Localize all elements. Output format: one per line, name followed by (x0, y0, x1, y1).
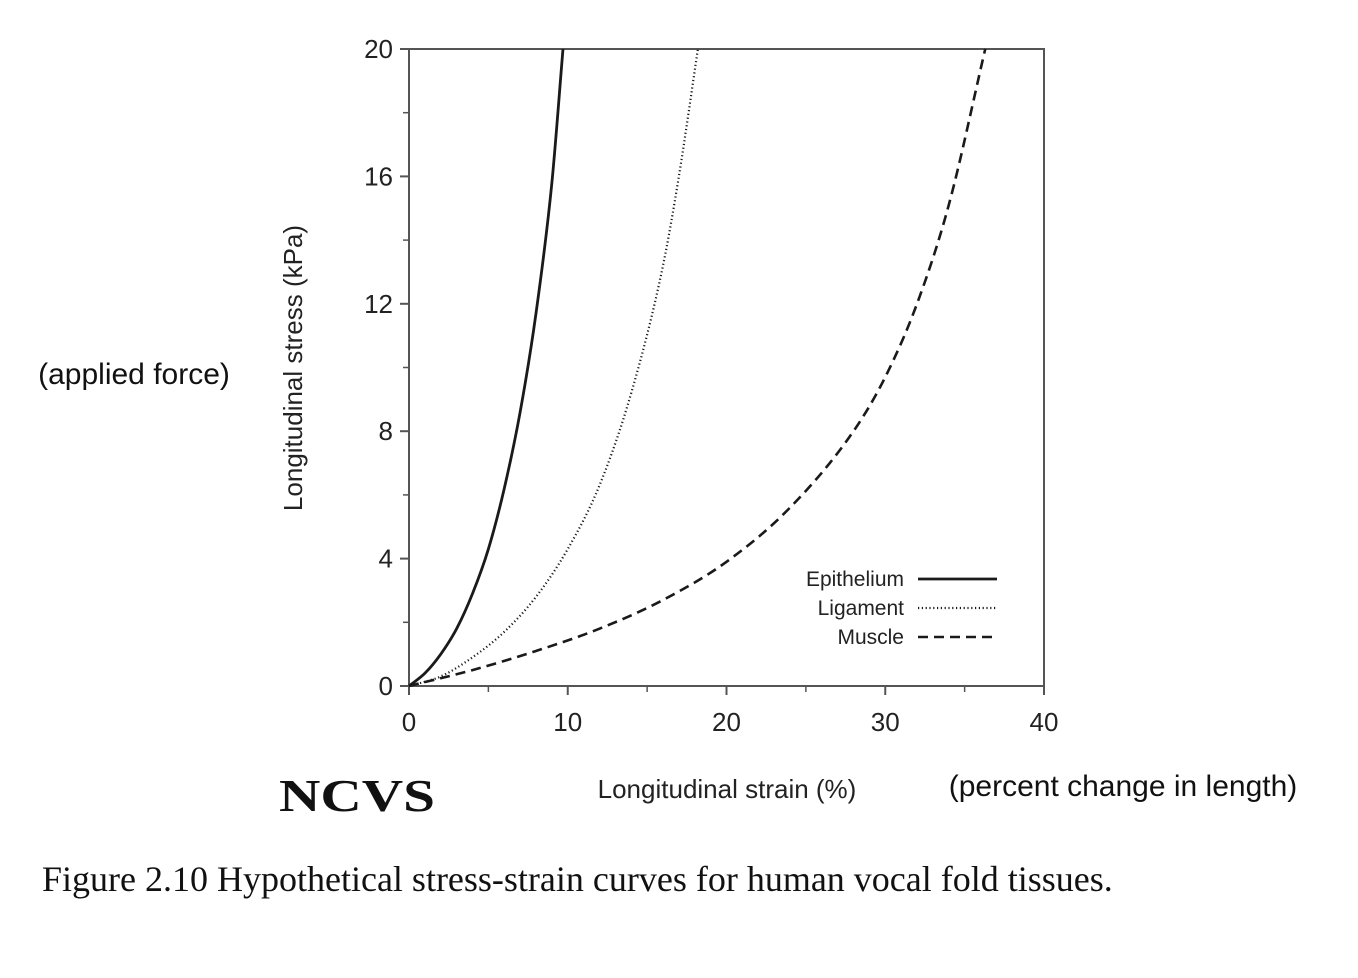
figure-caption: Figure 2.10 Hypothetical stress-strain c… (42, 859, 1113, 899)
y-axis-label: Longitudinal stress (kPa) (278, 225, 308, 511)
y-tick-label: 12 (364, 289, 393, 319)
x-tick-label: 30 (871, 707, 900, 737)
y-tick-label: 20 (364, 34, 393, 64)
x-tick-label: 0 (402, 707, 416, 737)
y-tick-label: 16 (364, 161, 393, 191)
plot-frame (408, 48, 1045, 687)
y-tick-label: 0 (379, 671, 393, 701)
series-line-muscle (408, 48, 987, 688)
y-tick-label: 8 (379, 416, 393, 446)
legend: Epithelium Ligament Muscle (806, 568, 997, 649)
axis-ticks: 0 10 20 30 40 0 4 8 12 16 20 (364, 34, 1058, 737)
x-tick-label: 20 (712, 707, 741, 737)
legend-label-muscle: Muscle (837, 626, 904, 649)
x-tick-label: 10 (553, 707, 582, 737)
x-axis-label: Longitudinal strain (%) (598, 774, 857, 804)
x-axis-note: (percent change in length) (949, 770, 1298, 803)
x-tick-label: 40 (1030, 707, 1059, 737)
legend-label-ligament: Ligament (818, 597, 905, 620)
series-lines (408, 48, 987, 688)
series-line-epithelium (408, 48, 565, 688)
ncvs-logo: NCVS (279, 770, 435, 821)
y-tick-label: 4 (379, 544, 393, 574)
legend-label-epithelium: Epithelium (806, 568, 904, 591)
series-line-ligament (408, 48, 700, 688)
y-axis-note: (applied force) (38, 358, 230, 391)
